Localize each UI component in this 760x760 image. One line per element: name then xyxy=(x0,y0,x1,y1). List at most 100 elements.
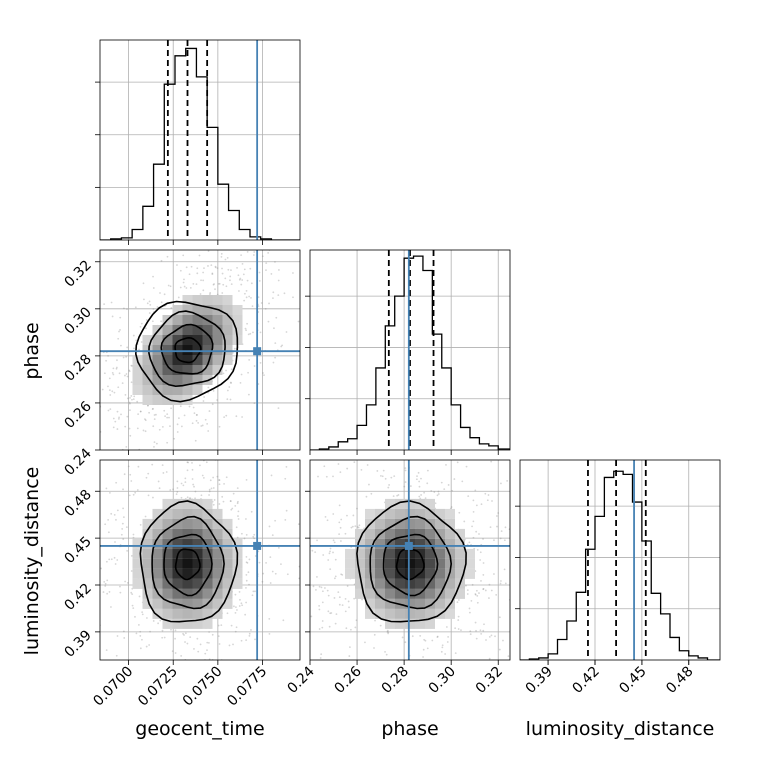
sample-point xyxy=(213,283,215,285)
sample-point xyxy=(375,675,377,677)
density-cell xyxy=(162,335,173,345)
density-cell xyxy=(162,578,173,589)
sample-point xyxy=(120,450,122,452)
sample-point xyxy=(199,643,202,646)
sample-point xyxy=(206,641,209,644)
sample-point xyxy=(271,534,274,537)
sample-point xyxy=(250,296,252,299)
sample-point xyxy=(431,639,434,642)
density-cell xyxy=(152,578,163,589)
sample-point xyxy=(131,398,133,401)
sample-point xyxy=(245,289,248,292)
sample-point xyxy=(153,414,156,416)
sample-point xyxy=(236,502,239,505)
sample-point xyxy=(239,277,242,280)
density-cell xyxy=(222,315,233,325)
sample-point xyxy=(218,479,220,481)
density-cell xyxy=(172,315,183,325)
sample-point xyxy=(68,492,70,494)
sample-point xyxy=(188,497,191,500)
sample-point xyxy=(208,488,211,491)
sample-point xyxy=(237,515,239,517)
sample-point xyxy=(475,637,478,640)
sample-point xyxy=(348,655,351,657)
contour-level xyxy=(174,336,202,364)
density-cell xyxy=(415,518,425,529)
density-cell xyxy=(192,508,203,519)
sample-point xyxy=(146,302,149,305)
sample-point xyxy=(97,410,99,412)
sample-point xyxy=(381,475,384,478)
sample-point xyxy=(196,272,199,275)
sample-point xyxy=(379,624,382,627)
density-cell xyxy=(355,538,365,549)
sample-point xyxy=(139,453,141,455)
sample-point xyxy=(260,302,263,304)
sample-point xyxy=(463,520,466,523)
density-cell xyxy=(425,508,435,519)
sample-point xyxy=(207,697,209,699)
sample-point xyxy=(182,281,185,284)
sample-point xyxy=(161,629,164,632)
sample-point xyxy=(418,711,420,713)
sample-point xyxy=(112,426,115,429)
sample-point xyxy=(365,495,368,498)
sample-point xyxy=(298,577,300,580)
sample-point xyxy=(239,456,241,458)
sample-point xyxy=(118,330,120,333)
x-tick-label: 0.48 xyxy=(663,664,696,697)
sample-point xyxy=(202,400,205,402)
x-tick-label: 0.42 xyxy=(569,664,602,697)
sample-point xyxy=(294,572,296,574)
sample-point xyxy=(207,430,210,432)
sample-point xyxy=(363,527,366,530)
sample-point xyxy=(60,453,62,455)
sample-point xyxy=(418,480,421,483)
sample-point xyxy=(250,510,253,513)
sample-point xyxy=(156,432,158,434)
sample-point xyxy=(107,385,109,388)
x-tick-label: 0.28 xyxy=(379,664,412,697)
density-cell xyxy=(182,325,193,335)
sample-point xyxy=(211,633,214,636)
sample-point xyxy=(110,512,113,515)
x-axis-label-geocent-time: geocent_time xyxy=(135,718,264,740)
sample-point xyxy=(183,285,186,288)
density-cell xyxy=(405,598,415,609)
sample-point xyxy=(468,611,471,614)
density-cell xyxy=(152,325,163,335)
sample-point xyxy=(257,305,260,308)
sample-point xyxy=(488,635,491,638)
sample-point xyxy=(245,533,248,536)
sample-point xyxy=(25,696,27,698)
sample-point xyxy=(462,705,464,707)
sample-point xyxy=(184,477,187,480)
sample-point xyxy=(195,414,198,416)
density-cell xyxy=(212,518,223,529)
sample-point xyxy=(130,381,133,384)
sample-point xyxy=(265,269,267,272)
density-cell xyxy=(182,375,193,385)
sample-point xyxy=(245,579,248,582)
sample-point xyxy=(57,357,59,359)
sample-point xyxy=(296,522,298,524)
sample-point xyxy=(499,582,502,585)
sample-point xyxy=(232,643,234,646)
sample-point xyxy=(223,482,225,485)
density-cell xyxy=(405,508,415,519)
sample-point xyxy=(152,496,154,499)
sample-point xyxy=(323,465,326,468)
sample-point xyxy=(252,254,255,256)
density-cell xyxy=(222,568,233,579)
sample-point xyxy=(456,461,459,464)
sample-point xyxy=(226,398,229,401)
sample-point xyxy=(268,525,271,528)
sample-point xyxy=(356,507,358,510)
sample-point xyxy=(278,269,280,271)
panel-geocent-time-histogram xyxy=(95,39,301,245)
sample-point xyxy=(124,425,127,428)
sample-point xyxy=(214,288,216,291)
sample-point xyxy=(146,617,148,619)
sample-point xyxy=(111,315,114,318)
sample-point xyxy=(199,245,201,247)
